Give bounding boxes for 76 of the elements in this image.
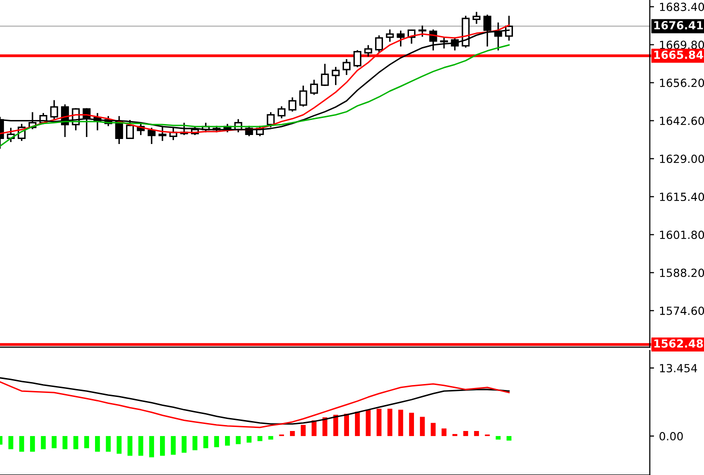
bar	[257, 436, 262, 442]
bar	[170, 436, 176, 455]
bar	[442, 428, 446, 436]
candlestick	[342, 59, 350, 75]
y-tick-label: 0.00	[660, 432, 683, 440]
bar	[474, 430, 479, 436]
bar	[40, 436, 46, 450]
bar	[192, 436, 198, 450]
bar	[430, 422, 436, 436]
bar	[246, 436, 252, 443]
ref-line-label: 1665.84	[654, 50, 704, 59]
ref-line-label: 1562.48	[654, 339, 703, 348]
candlestick	[386, 29, 394, 42]
candlestick	[288, 97, 296, 112]
candlestick	[332, 66, 340, 86]
y-tick-label: 1656.20	[660, 78, 704, 88]
bar	[203, 436, 208, 448]
candlestick	[148, 128, 156, 144]
candlestick	[50, 100, 58, 120]
bar	[160, 436, 165, 456]
bar	[268, 436, 274, 440]
bar	[387, 408, 392, 436]
bar	[84, 436, 90, 448]
bar	[182, 436, 187, 453]
bar	[19, 436, 24, 452]
bar	[236, 436, 241, 444]
bar	[290, 430, 295, 436]
bar	[354, 412, 360, 436]
bar	[496, 436, 501, 440]
line-series	[0, 44, 510, 147]
candlestick	[278, 106, 286, 118]
candlestick	[472, 12, 480, 24]
bar	[73, 436, 78, 450]
bar	[224, 436, 230, 446]
bar	[463, 430, 468, 436]
y-tick-label: 1615.40	[660, 192, 704, 202]
y-tick-label: 1629.00	[660, 154, 704, 164]
y-tick-label: 1669.80	[660, 40, 704, 50]
bar	[300, 424, 306, 436]
candlestick	[364, 45, 372, 57]
candlestick	[310, 80, 318, 95]
y-tick-label: 1642.60	[660, 116, 704, 126]
ref-line-label: 1676.41	[654, 21, 703, 30]
candlestick	[440, 37, 448, 48]
bar	[138, 436, 144, 456]
bar	[30, 436, 35, 452]
bar	[344, 414, 349, 436]
bar	[116, 436, 122, 454]
y-tick-label: 1601.80	[660, 230, 704, 240]
bar	[322, 417, 328, 436]
bar	[128, 436, 132, 456]
bar	[8, 436, 14, 450]
candlestick	[396, 30, 405, 47]
bar	[366, 410, 371, 436]
candlestick	[353, 50, 362, 68]
candlestick	[375, 35, 383, 54]
candlestick	[266, 112, 275, 128]
candlestick	[299, 86, 308, 107]
bar	[420, 416, 425, 436]
bar	[95, 436, 100, 452]
bar	[398, 410, 404, 436]
bar	[149, 436, 154, 458]
candlestick	[418, 26, 426, 37]
y-tick-label: 13.454	[660, 364, 698, 372]
candlestick	[320, 64, 329, 86]
bar	[409, 412, 414, 436]
bar	[106, 436, 111, 452]
y-tick-label: 1574.60	[660, 306, 704, 316]
bar	[214, 436, 220, 448]
y-tick-label: 1683.40	[660, 2, 704, 12]
y-tick-label: 1588.20	[660, 268, 704, 278]
bar	[312, 420, 317, 436]
bar	[62, 436, 68, 450]
bar	[52, 436, 57, 448]
bar	[376, 408, 382, 436]
bar	[506, 436, 512, 441]
